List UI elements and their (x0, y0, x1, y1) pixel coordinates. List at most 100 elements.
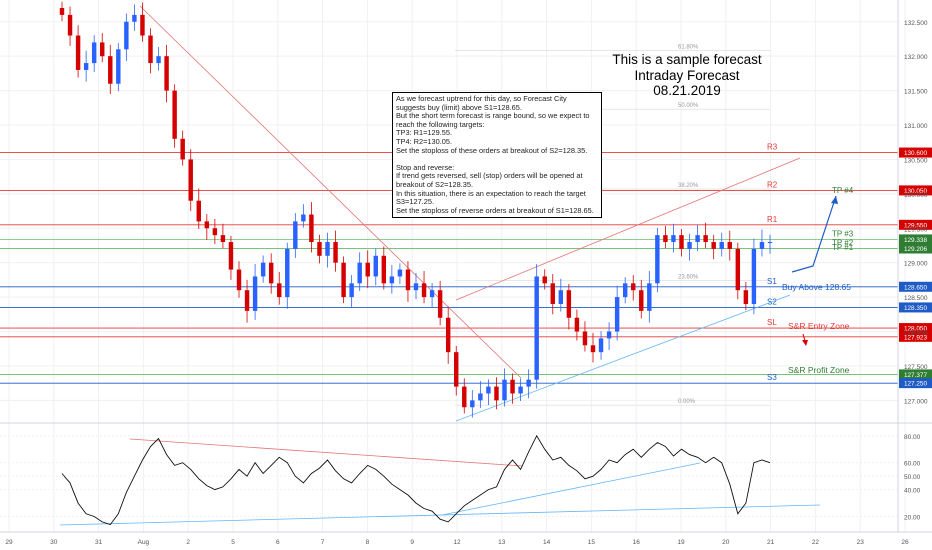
candle-body (679, 235, 684, 249)
time-tick-label: 12 (453, 539, 461, 546)
forecast-title-line1: This is a sample forecast (612, 52, 762, 67)
candle-body (574, 317, 580, 332)
candle-body (156, 56, 161, 64)
candle-body (510, 379, 515, 394)
candle-body (502, 379, 507, 401)
candle-body (357, 262, 362, 284)
entry-zone-arrow-head (802, 340, 808, 346)
price-tag-label: 128.350 (904, 305, 928, 312)
candle-body (647, 283, 652, 311)
candle-body (671, 235, 676, 243)
osc-trend-blue-upper (441, 462, 701, 516)
candle-body (558, 290, 564, 304)
candle-body (663, 235, 668, 243)
forecast-title: This is a sample forecast Intraday Forec… (612, 52, 762, 99)
forecast-date: 08.21.2019 (653, 83, 721, 98)
candle-body (83, 63, 89, 70)
price-tag (899, 185, 932, 196)
candle-body (236, 269, 242, 291)
candle-body (172, 90, 177, 139)
candle-body (767, 242, 773, 244)
candle-body (478, 393, 483, 401)
price-tag-label: 128.650 (904, 284, 928, 291)
candle-body (301, 214, 306, 222)
price-tick-label: 129.000 (904, 261, 928, 268)
candle-body (333, 242, 338, 263)
osc-tick-label: 20.00 (904, 515, 921, 522)
candle-body (494, 386, 499, 401)
fib-label: 50.00% (678, 103, 699, 109)
time-tick-label: 26 (901, 539, 909, 546)
candle-body (204, 221, 210, 229)
time-tick-label: 21 (767, 539, 775, 546)
candle-body (244, 290, 250, 311)
candle-body (75, 35, 81, 70)
candle-body (606, 331, 612, 339)
osc-tick-label: 50.00 (904, 474, 921, 481)
candle-body (252, 276, 258, 311)
time-tick-label: 5 (231, 539, 235, 546)
time-tick-label: 16 (633, 539, 641, 546)
time-tick-label: 30 (50, 539, 58, 546)
price-tick-label: 130.500 (904, 157, 928, 164)
time-tick-label: 7 (321, 539, 325, 546)
candle-body (542, 276, 547, 284)
osc-trend-red (129, 438, 523, 467)
time-tick-label: 9 (410, 539, 414, 546)
level-label: TP #3 (832, 229, 854, 238)
candlesticks (59, 1, 773, 418)
level-label: R1 (767, 215, 778, 224)
candle-body (735, 248, 741, 291)
price-tag-label: 129.338 (904, 237, 928, 244)
candle-body (759, 242, 765, 249)
candle-body (196, 200, 201, 222)
time-tick-label: 19 (677, 539, 685, 546)
candle-body (550, 283, 555, 304)
candle-body (751, 248, 757, 304)
candle-body (228, 242, 234, 270)
candle-body (108, 56, 113, 84)
oscillator-line (61, 434, 771, 526)
candle-body (598, 338, 604, 353)
candle-body (622, 283, 628, 298)
osc-tick-label: 40.00 (904, 488, 921, 495)
level-label: R3 (767, 143, 778, 152)
price-tick-label: 131.500 (904, 89, 928, 96)
level-label: TP #2 (832, 239, 854, 248)
level-label: S1 (767, 277, 777, 286)
entry-zone-label: S&R Entry Zone (788, 321, 850, 331)
candle-body (397, 269, 403, 277)
candle-body (116, 49, 121, 84)
price-tag-label: 127.377 (904, 372, 928, 379)
candle-body (526, 379, 531, 387)
osc-trend-blue-lower (59, 504, 821, 526)
candle-body (341, 262, 346, 298)
price-tag (899, 378, 932, 389)
candle-body (365, 262, 370, 277)
time-tick-label: 31 (95, 539, 103, 546)
price-tag-label: 129.206 (904, 246, 928, 253)
price-tick-label: 131.000 (904, 123, 928, 130)
candle-body (454, 352, 459, 387)
candle-body (486, 386, 491, 394)
price-tag-label: 127.250 (904, 381, 928, 388)
price-tag (899, 219, 932, 230)
candle-body (695, 235, 700, 243)
fib-label: 0.00% (678, 399, 696, 405)
forecast-markers (791, 195, 838, 346)
candle-body (148, 35, 153, 64)
candle-body (212, 228, 218, 236)
candle-body (59, 8, 65, 15)
price-tag (899, 323, 932, 334)
price-tick-label: 128.000 (904, 330, 928, 337)
fib-label: 38.20% (678, 183, 699, 189)
candle-body (260, 262, 266, 277)
level-label: R2 (767, 180, 778, 189)
candle-body (124, 21, 129, 50)
time-tick-label: 6 (276, 539, 280, 546)
tp4-label: TP #4 (832, 186, 854, 195)
price-tag (899, 281, 932, 292)
price-tick-label: 127.500 (904, 364, 928, 371)
